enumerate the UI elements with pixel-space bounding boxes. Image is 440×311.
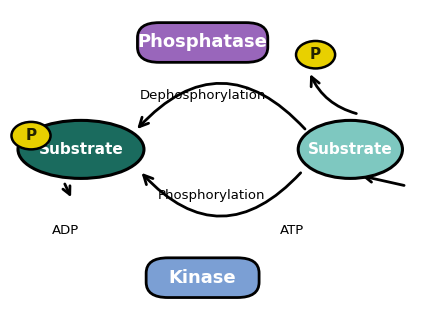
Text: ADP: ADP	[52, 224, 79, 237]
FancyBboxPatch shape	[146, 258, 259, 298]
Text: Substrate: Substrate	[308, 142, 393, 157]
Text: P: P	[310, 47, 321, 62]
Text: Kinase: Kinase	[169, 269, 236, 287]
Ellipse shape	[298, 120, 403, 179]
Text: Phosphorylation: Phosphorylation	[158, 189, 265, 202]
Text: Dephosphorylation: Dephosphorylation	[139, 90, 266, 102]
Ellipse shape	[18, 120, 144, 179]
Text: Substrate: Substrate	[39, 142, 123, 157]
FancyBboxPatch shape	[137, 23, 268, 62]
Circle shape	[296, 41, 335, 68]
Text: P: P	[26, 128, 37, 143]
Text: Phosphatase: Phosphatase	[138, 34, 268, 52]
Circle shape	[11, 122, 51, 149]
Text: ATP: ATP	[279, 224, 304, 237]
